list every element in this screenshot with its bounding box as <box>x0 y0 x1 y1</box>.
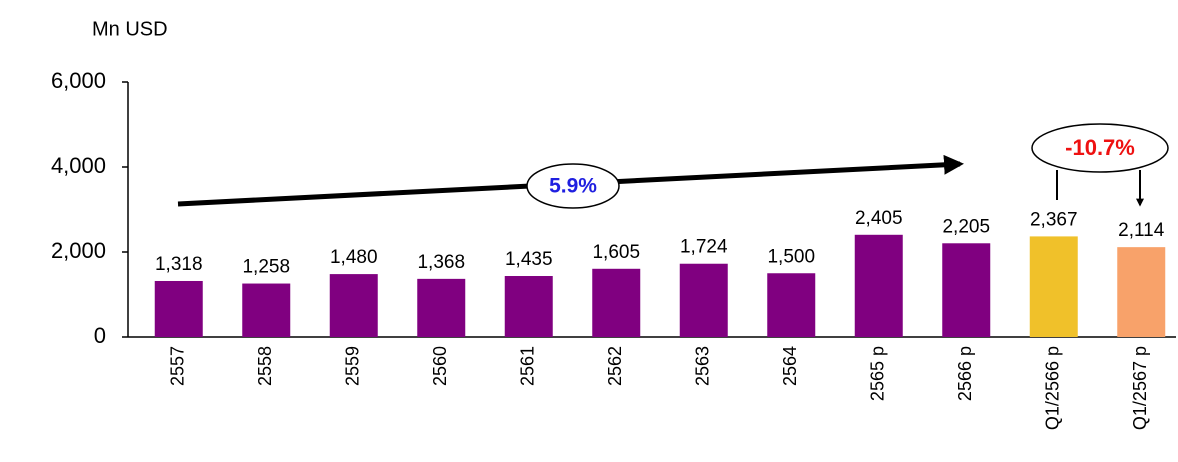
annotation: -10.7% <box>1065 135 1135 160</box>
bar <box>1117 247 1166 337</box>
x-tick-label: 2560 <box>430 346 450 386</box>
bar <box>504 276 553 337</box>
annotation-bubble <box>526 163 620 209</box>
value-label: 1,500 <box>767 246 815 267</box>
y-tick-label: 6,000 <box>51 68 106 93</box>
y-tick-label: 4,000 <box>51 153 106 178</box>
bar <box>242 283 291 337</box>
x-tick-label: 2557 <box>168 346 188 386</box>
bar <box>329 274 378 337</box>
bar <box>767 273 816 337</box>
x-tick-label: 2561 <box>518 346 538 386</box>
value-label: 2,367 <box>1030 209 1078 230</box>
x-tick-label: Q1/2567 p <box>1130 346 1150 430</box>
value-label: 1,724 <box>680 237 728 258</box>
x-tick-label: 2564 <box>780 346 800 386</box>
x-tick-label: 2559 <box>343 346 363 386</box>
annotation: 5.9% <box>549 175 597 198</box>
bar <box>154 280 203 337</box>
x-tick-label: 2566 p <box>955 346 975 401</box>
value-label: 2,405 <box>855 208 903 229</box>
x-tick-label: 2562 <box>605 346 625 386</box>
annotation-bubble <box>1031 123 1169 173</box>
value-label: 1,605 <box>592 242 640 263</box>
bar <box>1029 236 1078 337</box>
value-label: 2,205 <box>942 216 990 237</box>
y-tick-label: 0 <box>94 323 106 348</box>
y-tick-label: 2,000 <box>51 238 106 263</box>
value-label: 1,435 <box>505 249 553 270</box>
x-tick-label: 2565 p <box>868 346 888 401</box>
value-label: 1,258 <box>242 257 290 278</box>
x-tick-label: 2563 <box>693 346 713 386</box>
value-label: 1,368 <box>417 252 465 273</box>
bar <box>679 263 728 337</box>
value-label: 1,480 <box>330 247 378 268</box>
value-label: 2,114 <box>1118 220 1165 241</box>
bar <box>417 278 466 337</box>
x-tick-label: Q1/2566 p <box>1043 346 1063 430</box>
x-tick-label: 2558 <box>255 346 275 386</box>
bar <box>592 268 641 337</box>
bar <box>942 243 991 337</box>
bar <box>854 234 903 337</box>
value-label: 1,318 <box>155 254 203 275</box>
unit-label: Mn USD <box>92 18 168 40</box>
